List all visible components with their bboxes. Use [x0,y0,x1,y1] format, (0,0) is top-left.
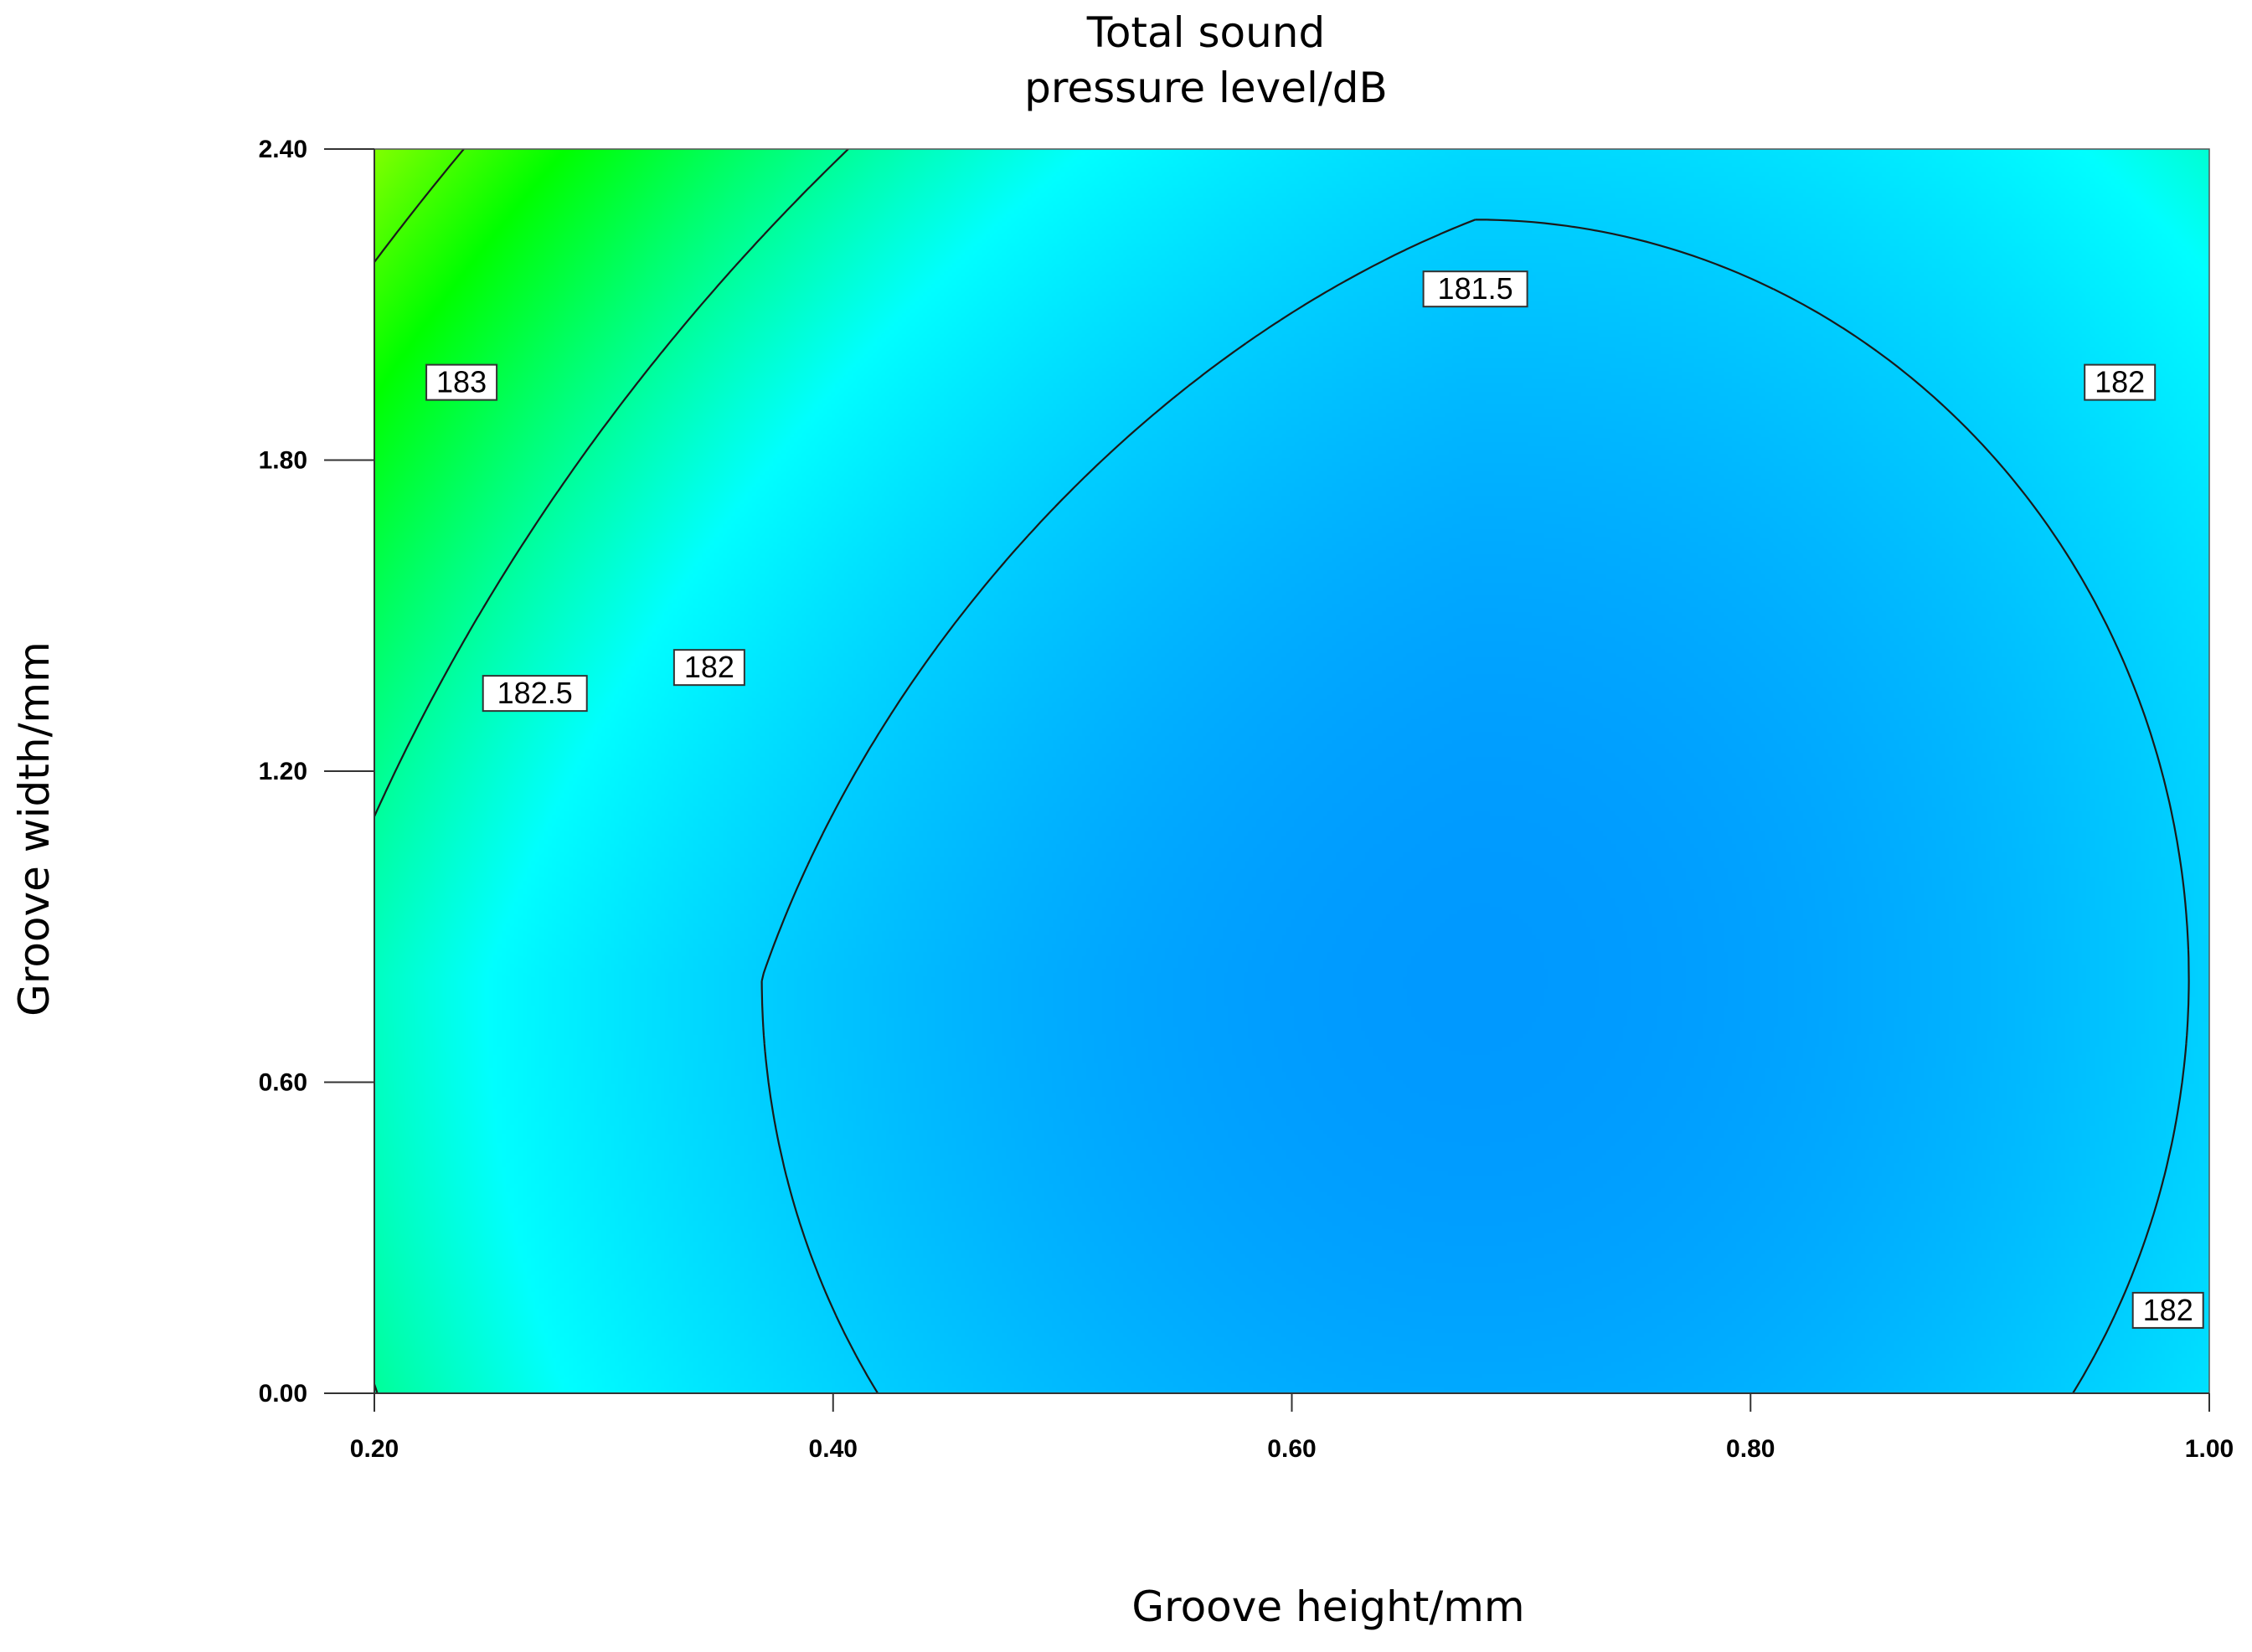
contour-label-box [425,363,498,401]
contour-label: 183 [425,363,498,401]
contour-label: 182 [673,649,745,687]
x-tick-label: 0.40 [809,1435,858,1463]
y-tick-label: 1.80 [259,447,307,475]
contour-label-box [673,649,745,687]
plot-area [374,148,2210,1394]
x-tick-label: 1.00 [2185,1435,2234,1463]
y-axis-title: Groove width/mm [10,641,59,1016]
contour-labels: 181.5 182 182 182 182.5 183 [425,270,2204,1329]
contour-label: 182 [2084,363,2157,401]
contour-label-text: 182 [2143,1293,2193,1327]
contour-label: 181.5 [1422,270,1528,308]
contour-label: 182.5 [482,675,588,713]
heatmap-field [374,149,2209,1393]
contour-label-box [482,675,588,713]
contour-label-box [1422,270,1528,308]
chart-title-line-2: pressure level/dB [1024,64,1388,112]
contour-label-box [2131,1291,2204,1329]
y-tick-label: 0.60 [259,1069,307,1097]
contour-label-text: 182.5 [497,676,573,710]
y-tick-label: 2.40 [259,136,307,163]
contour-label-text: 182 [2095,365,2145,399]
contour-label: 182 [2131,1291,2204,1329]
y-tick-label: 0.00 [259,1380,307,1408]
x-tick-label: 0.20 [350,1435,399,1463]
contour-lines [374,149,2190,1393]
contour-label-text: 182 [684,650,734,684]
contour-line-182-5 [374,149,465,263]
contour-label-box [2084,363,2157,401]
x-tick-label: 0.80 [1726,1435,1775,1463]
x-axis-title: Groove height/mm [1131,1583,1524,1631]
chart-title-line-1: Total sound [1086,8,1325,57]
contour-label-text: 181.5 [1438,271,1513,306]
contour-line-182 [374,149,849,1393]
axes: 0.20 0.40 0.60 0.80 1.00 0.00 0.60 1.20 1.80 2.40 [259,136,2234,1463]
contour-label-text: 183 [436,365,487,399]
y-tick-label: 1.20 [259,758,307,785]
contour-line-181-5 [760,219,2190,1393]
x-tick-label: 0.60 [1267,1435,1316,1463]
